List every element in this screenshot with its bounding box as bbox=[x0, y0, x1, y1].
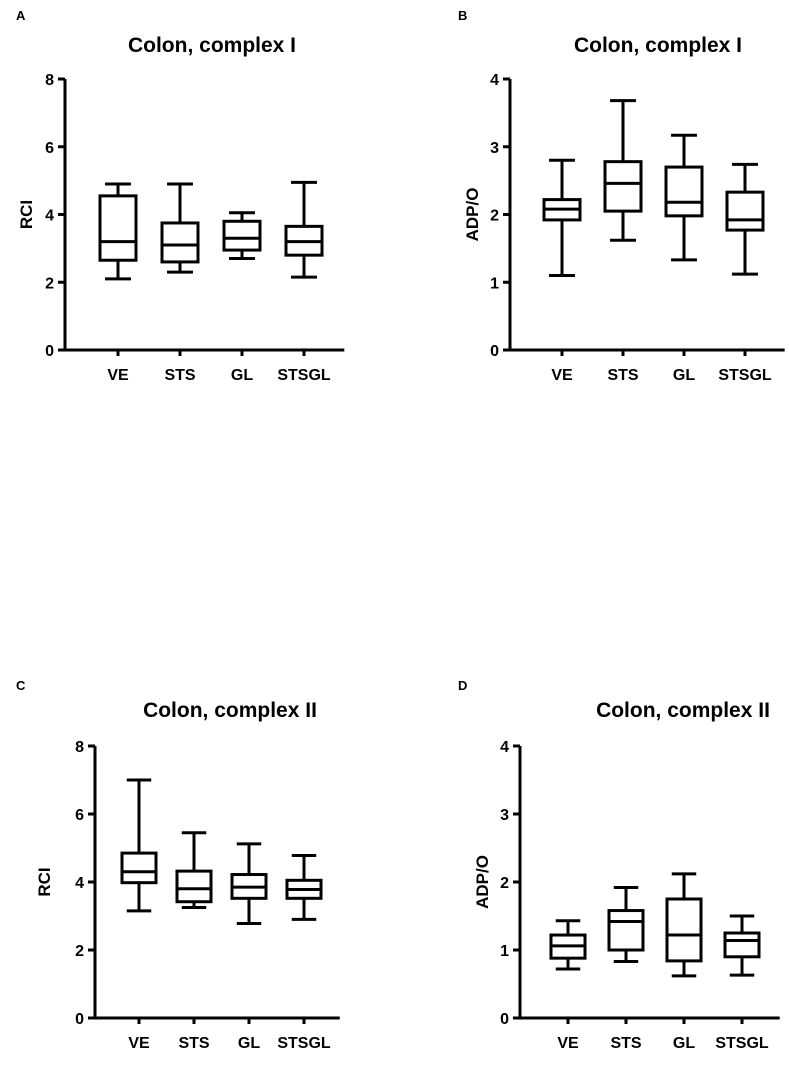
y-axis-label: ADP/O bbox=[473, 855, 492, 909]
x-category-label: STS bbox=[607, 367, 638, 384]
box-iqr bbox=[175, 869, 213, 904]
y-tick-label: 4 bbox=[45, 208, 54, 225]
box-iqr bbox=[665, 897, 703, 963]
box-iqr bbox=[120, 851, 158, 885]
x-category-label: STSGL bbox=[277, 1035, 331, 1052]
x-category-label: STS bbox=[164, 367, 195, 384]
chart-panel-d: D Colon, complex II ADP/O 0 1 2 3 4 VE STS GL STSG… bbox=[400, 670, 780, 1070]
x-category-label: GL bbox=[238, 1035, 260, 1052]
y-tick-label: 1 bbox=[490, 275, 499, 292]
x-category-label: VE bbox=[128, 1035, 150, 1052]
x-category-label: STSGL bbox=[277, 367, 331, 384]
panel-letter: A bbox=[16, 8, 26, 23]
y-tick-label: 8 bbox=[75, 739, 84, 756]
y-axis-label: RCI bbox=[17, 200, 36, 229]
y-axis-label: RCI bbox=[35, 867, 54, 896]
x-category-label: GL bbox=[231, 367, 253, 384]
box-iqr bbox=[160, 221, 200, 264]
y-tick-label: 0 bbox=[75, 1011, 84, 1028]
x-category-label: STSGL bbox=[715, 1035, 769, 1052]
y-tick-label: 4 bbox=[490, 72, 499, 89]
box-iqr bbox=[603, 160, 643, 213]
y-tick-label: 3 bbox=[500, 807, 509, 824]
x-category-label: STSGL bbox=[718, 367, 772, 384]
chart-title: Colon, complex I bbox=[128, 34, 296, 57]
x-category-label: GL bbox=[673, 1035, 695, 1052]
box-iqr bbox=[222, 219, 262, 252]
y-tick-label: 1 bbox=[500, 943, 509, 960]
panel-letter: B bbox=[458, 8, 468, 23]
y-tick-label: 6 bbox=[75, 807, 84, 824]
y-tick-label: 3 bbox=[490, 140, 499, 157]
y-tick-label: 0 bbox=[45, 343, 54, 360]
y-tick-label: 2 bbox=[490, 208, 499, 225]
y-tick-label: 2 bbox=[45, 275, 54, 292]
panel-letter: D bbox=[458, 678, 468, 693]
x-category-label: VE bbox=[107, 367, 129, 384]
y-tick-label: 2 bbox=[500, 875, 509, 892]
chart-panel-c: C Colon, complex II RCI 0 2 4 6 8 VE STS GL STSGL bbox=[0, 670, 380, 1070]
panel-letter: C bbox=[16, 678, 26, 693]
x-category-label: VE bbox=[557, 1035, 579, 1052]
box-iqr bbox=[664, 165, 704, 218]
chart-title: Colon, complex II bbox=[596, 699, 770, 722]
chart-title: Colon, complex I bbox=[574, 34, 742, 57]
chart-panel-a: A Colon, complex I RCI 0 2 4 6 8 VE STS GL STSGL bbox=[0, 0, 380, 400]
x-category-label: STS bbox=[178, 1035, 209, 1052]
y-tick-label: 4 bbox=[75, 875, 84, 892]
x-category-label: GL bbox=[673, 367, 695, 384]
y-tick-label: 2 bbox=[75, 943, 84, 960]
y-tick-label: 0 bbox=[490, 343, 499, 360]
box-iqr bbox=[98, 194, 138, 262]
y-tick-label: 8 bbox=[45, 72, 54, 89]
chart-title: Colon, complex II bbox=[143, 699, 317, 722]
y-axis-label: ADP/O bbox=[463, 188, 482, 242]
box-iqr bbox=[723, 931, 761, 959]
x-category-label: VE bbox=[551, 367, 573, 384]
y-tick-label: 6 bbox=[45, 140, 54, 157]
chart-panel-b: B Colon, complex I ADP/O 0 1 2 3 4 VE STS GL STSGL bbox=[400, 0, 785, 400]
box-iqr bbox=[607, 909, 645, 952]
y-tick-label: 4 bbox=[500, 739, 509, 756]
box-iqr bbox=[725, 190, 765, 232]
y-tick-label: 0 bbox=[500, 1011, 509, 1028]
x-category-label: STS bbox=[610, 1035, 641, 1052]
